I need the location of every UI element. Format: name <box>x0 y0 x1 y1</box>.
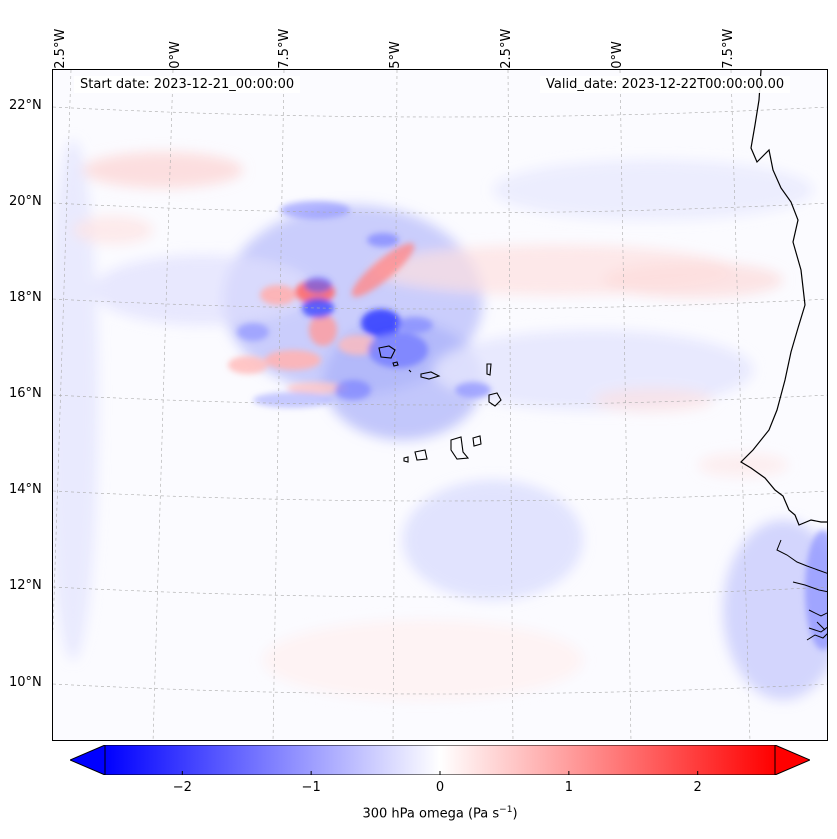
meridian-27-5w <box>272 70 285 740</box>
colorbar-max-extend <box>774 744 812 776</box>
colorbar-tick-label: 2 <box>693 780 702 795</box>
colorbar-svg <box>68 744 812 776</box>
island-santa-luzia <box>408 369 412 373</box>
parallel-20n <box>53 202 827 214</box>
colorbar-tick-label: 1 <box>564 780 573 795</box>
africa-coastline <box>740 70 827 526</box>
island-santo-antao <box>378 345 396 359</box>
parallel-14n <box>53 490 827 502</box>
start-date-label: Start date: 2023-12-21_00:00:00 <box>74 76 301 93</box>
parallel-22n <box>53 106 827 118</box>
colorbar <box>68 744 812 776</box>
island-sao-nicolau <box>420 371 441 380</box>
omega-field-map <box>53 70 827 740</box>
island-sal <box>486 363 492 376</box>
map-panel[interactable] <box>52 69 828 741</box>
island-brava <box>403 456 409 463</box>
parallel-12n <box>53 586 827 598</box>
lat-label-18n: 18°N <box>9 290 42 305</box>
island-sao-vicente <box>392 361 399 367</box>
lat-label-10n: 10°N <box>9 675 42 690</box>
parallel-16n <box>53 394 827 406</box>
lat-label-14n: 14°N <box>9 482 42 497</box>
colorbar-gradient <box>104 744 776 776</box>
cape-verde-islands <box>378 345 502 463</box>
colorbar-min-extend <box>68 744 106 776</box>
graticule <box>53 70 827 740</box>
colorbar-tick-label: 0 <box>435 780 445 795</box>
omega-contours-core <box>228 201 827 650</box>
colorbar-tick-label: −1 <box>301 780 321 795</box>
parallel-18n <box>53 298 827 310</box>
meridian-17-5w <box>730 70 751 740</box>
island-fogo <box>414 449 428 461</box>
colorbar-tick-label: −2 <box>172 780 192 795</box>
lat-label-20n: 20°N <box>9 194 42 209</box>
meridian-30w <box>152 70 174 740</box>
colorbar-tick-marks <box>181 771 699 775</box>
colorbar-title: 300 hPa omega (Pa s−1) <box>362 805 518 822</box>
lat-label-16n: 16°N <box>9 386 42 401</box>
island-maio <box>472 435 482 447</box>
senegal-gambia-coast <box>776 539 827 641</box>
meridian-25w <box>392 70 398 740</box>
island-boa-vista <box>488 392 502 407</box>
lat-label-12n: 12°N <box>9 578 42 593</box>
valid-date-label: Valid_date: 2023-12-22T00:00:00.00 <box>540 76 791 93</box>
meridian-20w <box>619 70 632 740</box>
lat-label-22n: 22°N <box>9 98 42 113</box>
island-santiago <box>450 436 470 460</box>
meridian-22-5w <box>507 70 514 740</box>
parallel-10n <box>53 683 827 695</box>
